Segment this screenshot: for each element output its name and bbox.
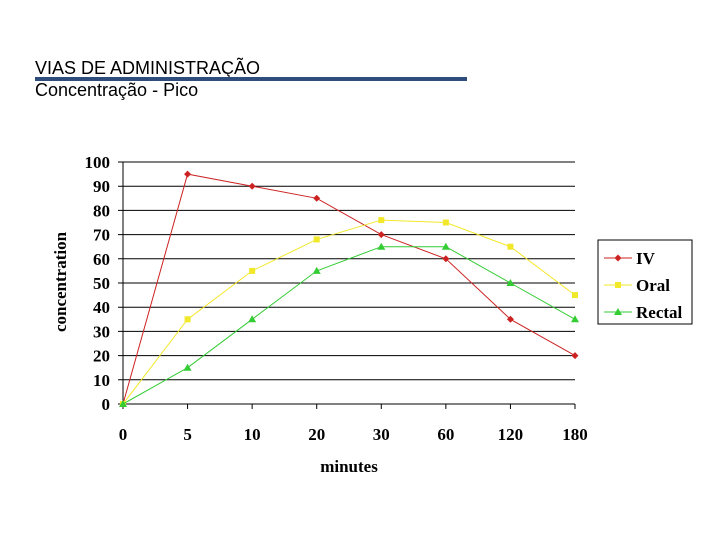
point-iv-10 [248, 182, 256, 190]
y-tick-label-10: 10 [93, 371, 110, 390]
point-iv-20 [313, 194, 321, 202]
point-oral-5 [184, 316, 191, 323]
x-axis-label: minutes [320, 457, 378, 476]
y-tick-label-70: 70 [93, 226, 110, 245]
data-series [119, 170, 579, 408]
x-axis-ticks: 0 5 10 20 30 60 120 180 [119, 404, 588, 444]
y-tick-label-90: 90 [93, 177, 110, 196]
y-tick-label-80: 80 [93, 201, 110, 220]
point-iv-30 [377, 231, 385, 239]
point-rectal-10 [248, 315, 257, 323]
point-rectal-0 [119, 400, 127, 407]
point-oral-180 [572, 292, 578, 299]
x-tick-label-0: 0 [119, 425, 128, 444]
slide-title-line1: VIAS DE ADMINISTRAÇÃO [35, 58, 261, 78]
y-tick-label-20: 20 [93, 347, 110, 366]
point-rectal-20 [312, 266, 321, 274]
point-oral-30 [378, 217, 385, 224]
point-oral-10 [249, 267, 256, 274]
point-iv-180 [571, 352, 579, 360]
legend-marker-rectal [614, 308, 622, 315]
point-rectal-120 [506, 279, 515, 286]
series-rectal [119, 242, 579, 407]
x-tick-label-30: 30 [373, 425, 390, 444]
point-rectal-180 [571, 315, 579, 323]
point-iv-5 [184, 170, 192, 178]
y-tick-label-60: 60 [93, 250, 110, 269]
y-tick-label-100: 100 [85, 153, 111, 172]
y-tick-label-0: 0 [102, 395, 111, 414]
legend-label-rectal: Rectal [636, 303, 683, 322]
x-tick-label-60: 60 [437, 425, 454, 444]
x-tick-label-5: 5 [183, 425, 192, 444]
legend-label-oral: Oral [636, 276, 670, 295]
point-oral-120 [507, 243, 514, 250]
legend: IV Oral Rectal [597, 239, 693, 325]
y-tick-label-30: 30 [93, 322, 110, 341]
legend-label-iv: IV [636, 249, 656, 268]
series-line-oral [122, 219, 576, 405]
y-tick-label-40: 40 [93, 298, 110, 317]
point-oral-20 [313, 236, 320, 243]
point-rectal-5 [183, 363, 192, 371]
series-iv [119, 170, 579, 408]
slide-title-line2: Concentração - Pico [35, 80, 199, 100]
point-iv-120 [506, 315, 514, 323]
legend-box [597, 239, 693, 325]
legend-marker-iv [614, 254, 622, 262]
x-tick-label-180: 180 [562, 425, 588, 444]
point-rectal-30 [377, 242, 386, 250]
x-tick-label-10: 10 [244, 425, 261, 444]
point-oral-60 [442, 219, 449, 226]
series-line-rectal [122, 246, 576, 405]
series-line-iv [122, 173, 576, 405]
gridlines [118, 161, 575, 405]
slide-title: VIAS DE ADMINISTRAÇÃO Concentração - Pic… [35, 57, 260, 101]
legend-marker-oral [615, 282, 621, 288]
x-tick-label-120: 120 [498, 425, 524, 444]
point-rectal-60 [441, 242, 450, 250]
y-axis-label: concentration [51, 231, 70, 332]
x-tick-label-20: 20 [308, 425, 325, 444]
title-underline [35, 77, 467, 81]
point-iv-60 [442, 255, 450, 263]
series-oral [120, 217, 578, 407]
y-axis-ticks: 0 10 20 30 40 50 60 70 80 90 100 [85, 153, 111, 414]
y-tick-label-50: 50 [93, 274, 110, 293]
